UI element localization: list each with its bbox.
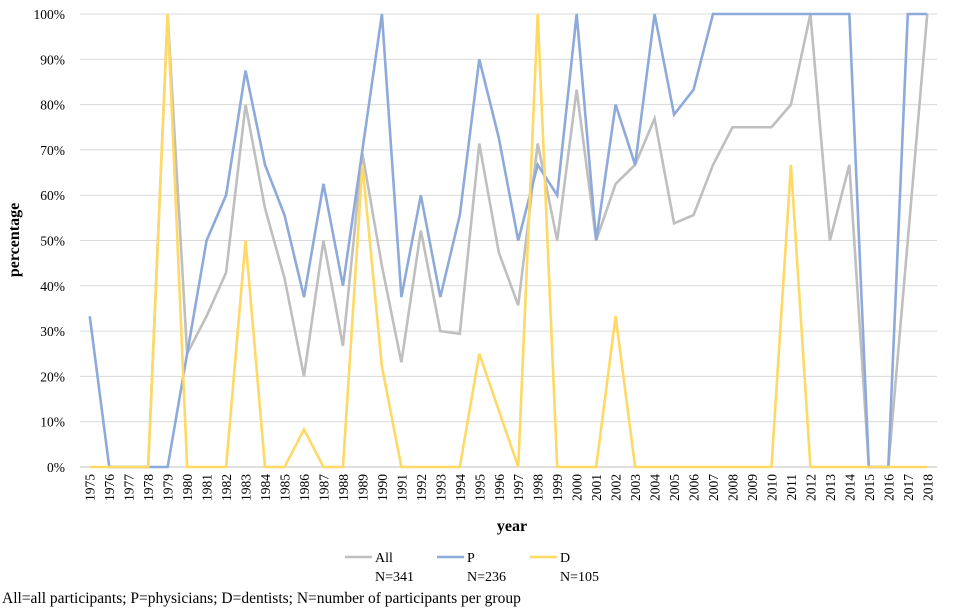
x-tick-label: 1998 (531, 474, 546, 501)
x-axis-title: year (497, 518, 527, 535)
x-tick-label: 2008 (725, 474, 740, 501)
series-lines (88, 12, 929, 469)
y-tick-label: 90% (40, 52, 65, 67)
x-tick-label: 1976 (102, 474, 117, 501)
x-tick-label: 2003 (628, 474, 643, 501)
x-tick-label: 2016 (881, 474, 896, 501)
x-tick-label: 1989 (355, 474, 370, 501)
x-tick-label: 2005 (667, 474, 682, 501)
y-tick-label: 40% (40, 279, 65, 294)
x-tick-label: 1999 (550, 474, 565, 501)
x-tick-label: 2018 (920, 474, 935, 501)
y-tick-label: 50% (40, 234, 65, 249)
gridlines (80, 13, 937, 468)
x-tick-label: 1980 (180, 474, 195, 501)
x-tick-label: 2012 (803, 474, 818, 501)
x-tick-label: 1995 (472, 474, 487, 501)
y-tick-label: 100% (34, 7, 66, 22)
legend-count-d: N=105 (560, 570, 599, 585)
x-tick-labels: 1975 1976 1977 1978 1979 1980 1981 1982 1983 1984… (83, 474, 936, 501)
line-chart: 0%10%20%30%40%50%60%70%80%90%100% 1975 19… (6, 7, 937, 585)
x-tick-label: 2000 (570, 474, 585, 501)
x-tick-label: 2011 (784, 474, 799, 501)
x-tick-label: 1992 (414, 474, 429, 501)
x-tick-label: 1984 (258, 474, 273, 501)
x-tick-label: 2014 (842, 474, 857, 501)
series-line-all (109, 13, 929, 469)
y-tick-label: 30% (40, 324, 65, 339)
y-tick-label: 80% (40, 98, 65, 113)
series-line-d (89, 13, 928, 469)
series-line-p (88, 12, 928, 469)
y-tick-label: 20% (40, 369, 65, 384)
x-tick-label: 1985 (278, 474, 293, 501)
legend-label-p: P (467, 551, 475, 566)
x-tick-label: 1977 (122, 474, 137, 501)
footnote: All=all participants; P=physicians; D=de… (2, 590, 521, 607)
x-tick-label: 2001 (589, 474, 604, 501)
x-tick-label: 1994 (453, 474, 468, 501)
x-tick-label: 1982 (219, 474, 234, 501)
x-tick-label: 2009 (745, 474, 760, 501)
x-tick-label: 1991 (394, 474, 409, 501)
x-tick-label: 1981 (200, 474, 215, 501)
y-axis-title: percentage (6, 203, 23, 277)
y-tick-label: 10% (40, 415, 65, 430)
y-tick-labels: 0% 10% 20% 30% 40% 50% 60% 70% 80% 90% 100% (34, 7, 66, 475)
x-tick-label: 2007 (706, 474, 721, 501)
x-tick-label: 1986 (297, 474, 312, 501)
x-tick-label: 1979 (161, 474, 176, 501)
x-tick-label: 2017 (901, 474, 916, 501)
legend-label-d: D (560, 551, 570, 566)
x-tick-label: 2002 (609, 474, 624, 501)
legend-count-all: N=341 (375, 570, 414, 585)
y-tick-label: 70% (40, 143, 65, 158)
y-tick-label: 60% (40, 188, 65, 203)
y-tick-label: 0% (47, 460, 65, 475)
x-tick-label: 2004 (648, 474, 663, 501)
x-tick-label: 1993 (433, 474, 448, 501)
legend-count-p: N=236 (467, 570, 506, 585)
x-tick-label: 1997 (511, 474, 526, 501)
x-tick-label: 1988 (336, 474, 351, 501)
x-tick-label: 2015 (862, 474, 877, 501)
x-tick-label: 1990 (375, 474, 390, 501)
x-tick-label: 1975 (83, 474, 98, 501)
x-tick-label: 2010 (764, 474, 779, 501)
x-tick-label: 1978 (141, 474, 156, 501)
legend-label-all: All (375, 551, 393, 566)
x-tick-label: 1996 (492, 474, 507, 501)
x-tick-label: 2013 (823, 474, 838, 501)
x-tick-label: 1987 (316, 474, 331, 501)
legend: All N=341 P N=236 D N=105 (345, 551, 599, 585)
x-tick-label: 2006 (687, 474, 702, 501)
x-tick-label: 1983 (239, 474, 254, 501)
